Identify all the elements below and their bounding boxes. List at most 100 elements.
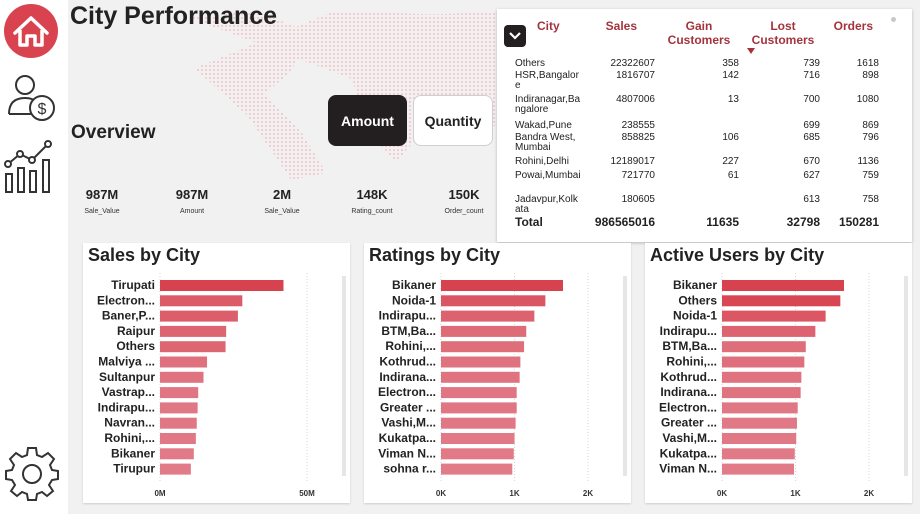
table-cell-orders: 796 <box>862 132 879 143</box>
amount-toggle-button[interactable]: Amount <box>328 95 407 146</box>
category-label: BTM,Ba... <box>662 339 717 353</box>
kpi-value: 987M <box>175 187 209 202</box>
bar[interactable] <box>441 402 517 414</box>
bar[interactable] <box>160 387 199 399</box>
category-label: Indirana... <box>660 385 717 399</box>
bar[interactable] <box>441 417 516 429</box>
kpi-value: 150K <box>448 187 480 202</box>
city-table: City Sales Gain Customers Lost Customers… <box>497 9 912 242</box>
col-header-lost[interactable]: Lost Customers <box>751 19 815 47</box>
table-cell-sales: 858825 <box>621 132 655 143</box>
bar[interactable] <box>441 295 546 307</box>
table-cell-lost: 685 <box>803 132 820 143</box>
user-money-icon[interactable]: $ <box>3 70 59 131</box>
bar[interactable] <box>441 325 527 337</box>
category-label: Sultanpur <box>99 370 155 384</box>
bar[interactable] <box>722 325 816 337</box>
category-label: Noida-1 <box>673 309 717 323</box>
overview-label: Overview <box>71 122 156 143</box>
table-cell-lost: 716 <box>803 70 820 81</box>
bar[interactable] <box>160 280 284 291</box>
bar[interactable] <box>160 463 191 475</box>
bar[interactable] <box>160 356 208 368</box>
bar[interactable] <box>160 341 226 353</box>
total-orders: 150281 <box>838 215 879 229</box>
sort-desc-icon <box>747 48 755 54</box>
col-header-gain[interactable]: Gain Customers <box>667 19 731 47</box>
bar[interactable] <box>441 356 521 368</box>
bar[interactable] <box>441 433 515 444</box>
bar[interactable] <box>160 402 198 414</box>
category-label: Tirupur <box>113 462 155 476</box>
kpi-rating-count: 148K Rating_count <box>337 187 407 215</box>
analytics-icon[interactable] <box>3 138 59 201</box>
bar[interactable] <box>441 371 520 383</box>
bar[interactable] <box>160 371 204 383</box>
table-cell-gain: 227 <box>722 156 739 167</box>
bar[interactable] <box>160 310 238 322</box>
kpi-sale-value-2: 2M Sale_Value <box>247 187 317 215</box>
category-label: Rohini,... <box>666 355 717 369</box>
bar[interactable] <box>160 448 194 460</box>
col-header-sales[interactable]: Sales <box>605 19 637 33</box>
chart-scrollbar[interactable] <box>904 276 908 476</box>
col-header-city[interactable]: City <box>537 19 560 33</box>
bar[interactable] <box>722 387 801 399</box>
bar[interactable] <box>441 341 525 353</box>
bar[interactable] <box>722 280 845 291</box>
x-tick-label: 0K <box>717 489 727 498</box>
chart-title: Ratings by City <box>369 245 501 265</box>
bar[interactable] <box>722 310 826 322</box>
category-label: Electron... <box>378 385 436 399</box>
chart-scrollbar[interactable] <box>342 276 346 476</box>
sort-button[interactable] <box>504 25 526 47</box>
table-cell-orders: 759 <box>862 170 879 181</box>
bar[interactable] <box>441 463 513 475</box>
table-cell-orders: 1618 <box>856 58 879 69</box>
bar[interactable] <box>722 463 795 475</box>
kpi-value: 987M <box>85 187 119 202</box>
more-options-icon[interactable] <box>891 17 896 22</box>
bar[interactable] <box>722 295 841 307</box>
category-label: Electron... <box>97 293 155 307</box>
bar[interactable] <box>160 433 196 444</box>
category-label: Bikaner <box>111 446 155 460</box>
table-cell-gain: 142 <box>722 70 739 81</box>
table-cell-orders: 758 <box>862 194 879 205</box>
category-label: Vashi,M... <box>381 416 436 430</box>
bar[interactable] <box>441 310 535 322</box>
bar[interactable] <box>722 417 797 429</box>
category-label: Kukatpa... <box>660 446 717 460</box>
bar[interactable] <box>441 387 517 399</box>
bar[interactable] <box>160 325 227 337</box>
table-cell-lost: 700 <box>803 94 820 105</box>
bar[interactable] <box>722 433 797 444</box>
total-gain: 11635 <box>706 215 739 229</box>
bar[interactable] <box>441 448 514 460</box>
bar[interactable] <box>722 341 806 353</box>
table-cell-sales: 22322607 <box>610 58 656 69</box>
category-label: Electron... <box>659 400 717 414</box>
chart-scrollbar[interactable] <box>623 276 627 476</box>
x-tick-label: 2K <box>583 489 593 498</box>
col-header-orders[interactable]: Orders <box>833 19 873 33</box>
bar[interactable] <box>722 402 798 414</box>
bar[interactable] <box>160 295 243 307</box>
table-cell-lost: 613 <box>803 194 820 205</box>
settings-icon[interactable] <box>3 444 61 507</box>
bar[interactable] <box>441 280 564 291</box>
bar[interactable] <box>722 356 805 368</box>
table-cell-sales: 721770 <box>621 170 655 181</box>
category-label: sohna r... <box>383 462 436 476</box>
bar[interactable] <box>160 417 197 429</box>
kpi-label: Rating_count <box>351 208 393 215</box>
bar[interactable] <box>722 371 802 383</box>
bar[interactable] <box>722 448 795 460</box>
table-cell-city: Rohini,Delhi <box>515 156 569 167</box>
home-icon[interactable] <box>3 3 59 64</box>
quantity-toggle-button[interactable]: Quantity <box>413 95 493 146</box>
sales-by-city-chart: 0M 50M Tirupati Electron... Baner,P... Raipur… <box>83 243 350 503</box>
category-label: BTM,Ba... <box>381 324 436 338</box>
kpi-label: Order_count <box>444 208 484 215</box>
